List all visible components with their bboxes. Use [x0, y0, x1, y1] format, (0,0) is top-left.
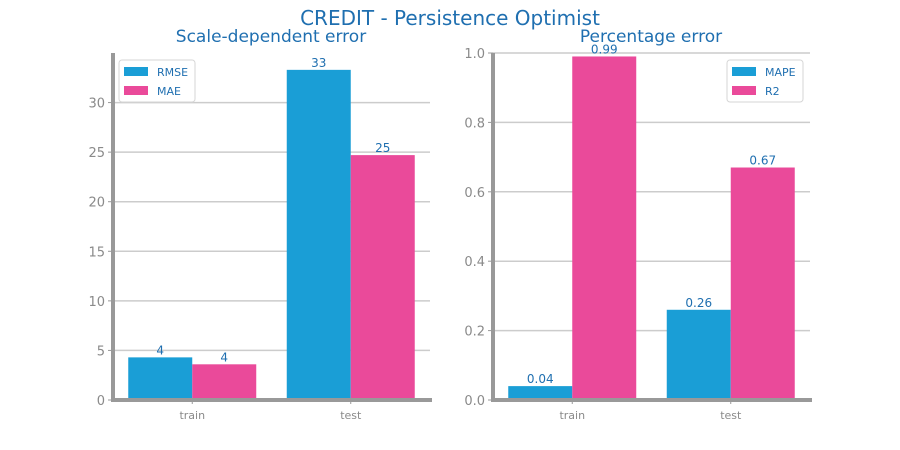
- y-tick-label: 1.0: [464, 47, 485, 62]
- bar-rmse-train: [128, 357, 193, 400]
- bar-value-label: 0.67: [749, 154, 776, 168]
- legend-swatch-mae: [124, 86, 148, 95]
- bar-value-label: 0.04: [527, 372, 554, 386]
- bar-value-label: 4: [220, 350, 228, 364]
- chart-panel-1: 0.0 0.2 0.4 0.6 0.8 1.0 0.04 0.99 train 0.26 0.67 t…: [464, 27, 812, 422]
- legend: RMSE MAE: [118, 59, 196, 103]
- bar-mape-test: [666, 309, 731, 400]
- y-tick-label: 25: [88, 146, 105, 161]
- y-tick-label: 0.4: [464, 255, 485, 270]
- legend-swatch-rmse: [124, 67, 148, 76]
- legend-swatch-mape: [732, 67, 756, 76]
- x-tick-label: train: [179, 409, 205, 422]
- y-tick-label: 0.8: [464, 116, 485, 131]
- x-tick-label: test: [340, 409, 362, 422]
- y-tick-label: 10: [88, 295, 105, 310]
- legend-label: MAPE: [765, 66, 796, 79]
- bar-value-label: 0.26: [685, 296, 712, 310]
- x-tick-label: train: [559, 409, 585, 422]
- y-tick-label: 0.2: [464, 325, 485, 340]
- chart-panel-0: 0 5 10 15 20 25 30 4 4 train 33 25 test Scale-depende…: [88, 27, 432, 422]
- legend-label: RMSE: [157, 66, 188, 79]
- x-tick-label: test: [720, 409, 742, 422]
- y-tick-label: 0.6: [464, 186, 485, 201]
- y-tick-label: 30: [88, 97, 105, 112]
- y-tick-label: 5: [97, 344, 105, 359]
- bar-r2-train: [572, 56, 637, 400]
- bar-value-label: 4: [156, 343, 164, 357]
- bar-value-label: 25: [375, 141, 390, 155]
- y-tick-label: 0: [97, 394, 105, 409]
- bar-value-label: 0.99: [591, 42, 618, 56]
- bar-rmse-test: [286, 69, 351, 401]
- chart-title: Scale-dependent error: [176, 27, 366, 47]
- bar-mape-train: [508, 386, 573, 400]
- bar-mae-train: [192, 364, 257, 400]
- bar-r2-test: [730, 167, 795, 400]
- legend-swatch-r2: [732, 86, 756, 95]
- legend: MAPE R2: [726, 59, 804, 103]
- y-tick-label: 0.0: [464, 394, 485, 409]
- y-tick-label: 20: [88, 196, 105, 211]
- bar-value-label: 33: [311, 56, 326, 70]
- legend-label: R2: [765, 85, 780, 98]
- bar-mae-test: [350, 155, 415, 400]
- legend-label: MAE: [157, 85, 181, 98]
- y-tick-label: 15: [88, 245, 105, 260]
- chart-title: Percentage error: [580, 27, 722, 47]
- figure-title: CREDIT - Persistence Optimist: [300, 6, 600, 30]
